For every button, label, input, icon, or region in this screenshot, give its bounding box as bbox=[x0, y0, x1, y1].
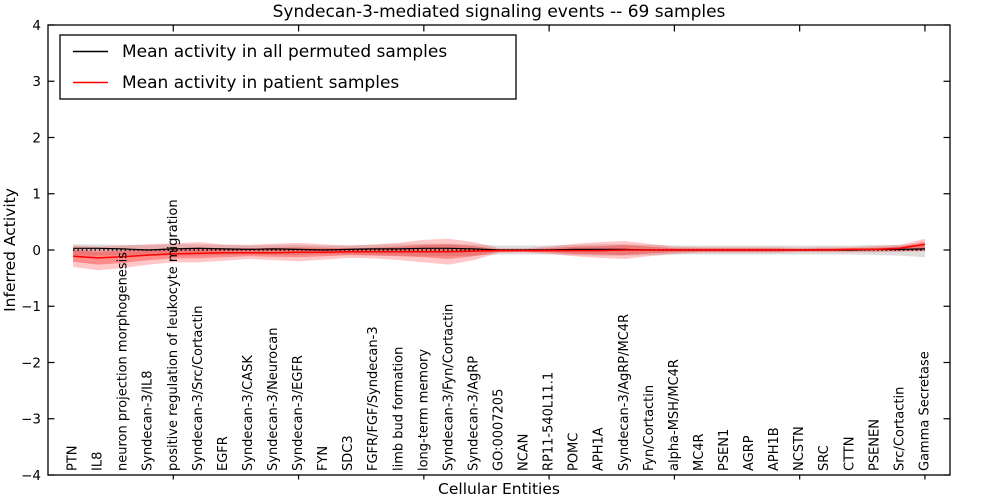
y-tick-label: −3 bbox=[21, 412, 41, 428]
y-tick-labels: 4 3 2 1 0 −1 −2 −3 −4 bbox=[21, 18, 41, 484]
legend-box bbox=[59, 34, 517, 100]
x-category-label: Syndecan-3/AgRP bbox=[466, 356, 481, 471]
x-axis-label: Cellular Entities bbox=[438, 480, 560, 498]
x-category-label: RP11-540L11.1 bbox=[542, 372, 557, 471]
x-category-label: PTN bbox=[66, 445, 81, 471]
series-lines bbox=[73, 243, 926, 259]
y-tick-label: 2 bbox=[32, 130, 41, 146]
legend: Mean activity in all permuted samples Me… bbox=[59, 34, 517, 100]
x-category-label: APH1A bbox=[592, 427, 607, 471]
x-category-label: FYN bbox=[316, 446, 331, 471]
y-axis-label: Inferred Activity bbox=[1, 188, 19, 312]
legend-label-patient: Mean activity in patient samples bbox=[122, 73, 399, 93]
band-patient-samples-range-outer bbox=[73, 238, 925, 271]
y-tick-label: −1 bbox=[21, 299, 41, 315]
x-category-label: FGFR/FGF/Syndecan-3 bbox=[366, 326, 381, 471]
x-category-label: AGRP bbox=[742, 435, 757, 471]
x-category-label: APH1B bbox=[767, 427, 782, 471]
x-category-label: IL8 bbox=[91, 452, 106, 471]
x-category-label: Syndecan-3/CASK bbox=[241, 355, 256, 471]
axis-ticks bbox=[48, 24, 950, 480]
x-category-label: Src/Cortactin bbox=[892, 387, 907, 471]
x-category-label: PSEN1 bbox=[717, 429, 732, 471]
x-category-label: positive regulation of leukocyte migrati… bbox=[166, 199, 181, 471]
x-category-labels: PTN IL8 neuron projection morphogenesis Syn… bbox=[66, 199, 933, 471]
patient-mean-line bbox=[73, 243, 926, 259]
x-category-label: NCSTN bbox=[792, 426, 807, 471]
x-category-label: Syndecan-3/EGFR bbox=[291, 355, 306, 471]
x-category-label: SDC3 bbox=[341, 435, 356, 471]
x-category-label: Gamma Secretase bbox=[917, 351, 932, 471]
x-category-label: Syndecan-3/Neurocan bbox=[266, 328, 281, 471]
x-category-label: Fyn/Cortactin bbox=[642, 385, 657, 471]
y-tick-label: 3 bbox=[32, 74, 41, 90]
x-category-label: Syndecan-3/Fyn/Cortactin bbox=[441, 304, 456, 471]
x-category-label: NCAN bbox=[517, 434, 532, 471]
x-category-label: GO:0007205 bbox=[492, 389, 507, 471]
y-tick-label: 1 bbox=[32, 187, 41, 203]
y-tick-label: −2 bbox=[21, 355, 41, 371]
chart-title: Syndecan-3-mediated signaling events -- … bbox=[273, 2, 726, 22]
x-category-label: Syndecan-3/IL8 bbox=[141, 371, 156, 471]
y-tick-label: −4 bbox=[21, 468, 41, 484]
x-category-label: long-term memory bbox=[416, 349, 431, 471]
x-category-label: Syndecan-3/Src/Cortactin bbox=[191, 305, 206, 471]
y-tick-label: 4 bbox=[32, 18, 41, 34]
x-category-label: SRC bbox=[817, 445, 832, 471]
x-category-label: Syndecan-3/AgRP/MC4R bbox=[617, 314, 632, 471]
x-category-label: EGFR bbox=[216, 436, 231, 471]
x-category-label: alpha-MSH/MC4R bbox=[667, 359, 682, 471]
y-tick-label: 0 bbox=[32, 243, 41, 259]
x-category-label: neuron projection morphogenesis bbox=[116, 252, 131, 471]
x-category-label: limb bud formation bbox=[391, 347, 406, 471]
legend-label-permuted: Mean activity in all permuted samples bbox=[122, 42, 447, 62]
x-category-label: POMC bbox=[567, 433, 582, 471]
x-category-label: CTTN bbox=[842, 437, 857, 471]
confidence-bands bbox=[73, 238, 925, 271]
x-category-label: PSENEN bbox=[867, 419, 882, 471]
x-category-label: MC4R bbox=[692, 433, 707, 471]
